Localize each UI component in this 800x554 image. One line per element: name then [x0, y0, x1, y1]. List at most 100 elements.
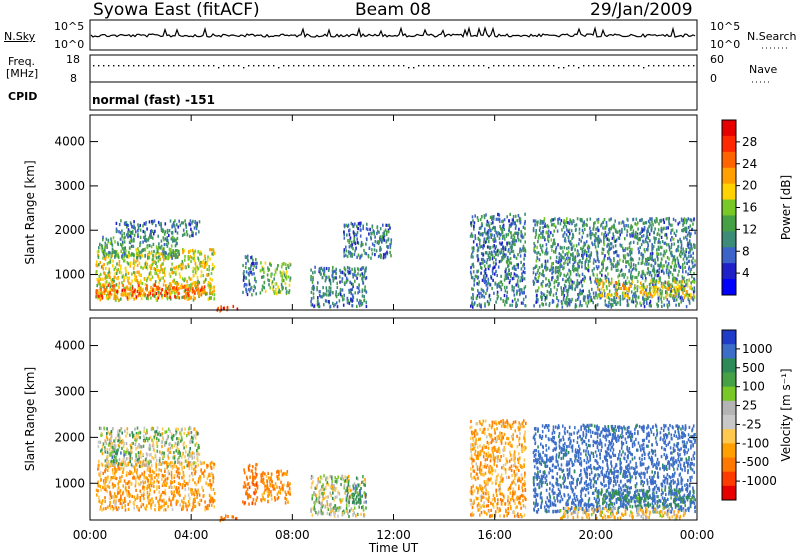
- echo-cell: [480, 291, 482, 295]
- echo-cell: [657, 280, 660, 284]
- echo-cell: [188, 496, 191, 500]
- freq-point: [168, 65, 170, 67]
- echo-cell: [679, 254, 682, 258]
- nsky-tick-high: 10^5: [54, 20, 85, 33]
- echo-cell: [566, 217, 568, 221]
- echo-cell: [183, 479, 186, 483]
- echo-cell: [250, 256, 252, 260]
- echo-cell: [98, 289, 101, 293]
- echo-cell: [164, 488, 166, 492]
- echo-cell: [108, 281, 111, 286]
- echo-cell: [351, 254, 353, 258]
- echo-cell: [102, 479, 105, 483]
- echo-cell: [284, 275, 287, 279]
- echo-cell: [356, 255, 358, 259]
- echo-cell: [575, 244, 578, 248]
- echo-cell: [343, 248, 346, 252]
- echo-cell: [204, 264, 207, 268]
- echo-cell: [158, 222, 161, 227]
- echo-cell: [644, 250, 646, 254]
- echo-cell: [583, 275, 586, 279]
- echo-cell: [348, 245, 351, 249]
- echo-cell: [122, 274, 125, 278]
- echo-cell: [172, 235, 174, 239]
- echo-cell: [496, 273, 498, 278]
- echo-cell: [629, 248, 632, 252]
- echo-cell: [660, 269, 663, 273]
- echo-cell: [377, 254, 380, 259]
- echo-cell: [514, 242, 516, 247]
- echo-cell: [666, 303, 668, 307]
- echo-cell: [146, 262, 149, 266]
- echo-cell: [492, 221, 494, 225]
- echo-cell: [277, 285, 279, 289]
- echo-cell: [365, 304, 368, 308]
- echo-cell: [343, 272, 346, 276]
- echo-cell: [189, 219, 192, 223]
- echo-cell: [544, 222, 546, 226]
- echo-cell: [147, 478, 149, 482]
- echo-cell: [175, 270, 177, 274]
- echo-cell: [144, 293, 147, 297]
- echo-cell: [141, 249, 143, 253]
- echo-cell: [152, 257, 155, 261]
- echo-cell: [636, 234, 639, 238]
- echo-cell: [513, 266, 516, 270]
- echo-cell: [158, 485, 160, 489]
- echo-cell: [192, 251, 195, 255]
- echo-cell: [138, 283, 140, 288]
- echo-cell: [516, 279, 519, 283]
- echo-cell: [121, 229, 123, 233]
- freq-point: [438, 65, 440, 67]
- echo-cell: [140, 281, 142, 285]
- echo-cell: [345, 279, 348, 283]
- echo-cell: [213, 265, 215, 269]
- echo-cell: [596, 218, 598, 222]
- echo-cell: [540, 282, 543, 286]
- echo-cell: [515, 231, 517, 235]
- echo-cell: [129, 262, 131, 266]
- echo-cell: [198, 493, 201, 497]
- echo-cell: [181, 505, 184, 509]
- echo-cell: [283, 262, 285, 266]
- echo-cell: [254, 276, 256, 280]
- echo-cell: [352, 295, 355, 299]
- echo-cell: [589, 232, 591, 237]
- echo-cell: [118, 230, 120, 234]
- echo-cell: [637, 295, 640, 299]
- echo-cell: [645, 235, 648, 239]
- echo-cell: [288, 289, 291, 293]
- echo-cell: [614, 219, 616, 223]
- echo-cell: [287, 275, 290, 279]
- echo-cell: [629, 250, 631, 254]
- echo-cell: [174, 249, 177, 253]
- echo-cell: [666, 293, 669, 297]
- echo-cell: [133, 506, 135, 510]
- freq-point: [133, 65, 135, 67]
- echo-cell: [251, 261, 254, 266]
- echo-cell: [129, 231, 132, 235]
- echo-cell: [328, 299, 330, 304]
- echo-cell: [128, 229, 131, 233]
- echo-cell: [213, 289, 215, 293]
- echo-cell: [587, 259, 590, 263]
- echo-cell: [501, 283, 504, 287]
- echo-cell: [624, 237, 626, 241]
- echo-cell: [200, 252, 203, 256]
- echo-cell: [517, 235, 519, 240]
- echo-cell: [606, 237, 608, 241]
- echo-cell: [683, 280, 686, 284]
- echo-cell: [129, 239, 132, 243]
- echo-cell: [570, 300, 573, 304]
- echo-cell: [170, 253, 173, 257]
- echo-cell: [105, 280, 108, 284]
- echo-cell: [513, 255, 516, 259]
- echo-cell: [486, 299, 489, 304]
- echo-cell: [540, 245, 542, 250]
- echo-cell: [388, 223, 391, 227]
- freq-point: [638, 65, 640, 67]
- echo-cell: [546, 252, 548, 256]
- echo-cell: [133, 220, 135, 224]
- echo-cell: [669, 265, 672, 269]
- echo-cell: [178, 472, 181, 476]
